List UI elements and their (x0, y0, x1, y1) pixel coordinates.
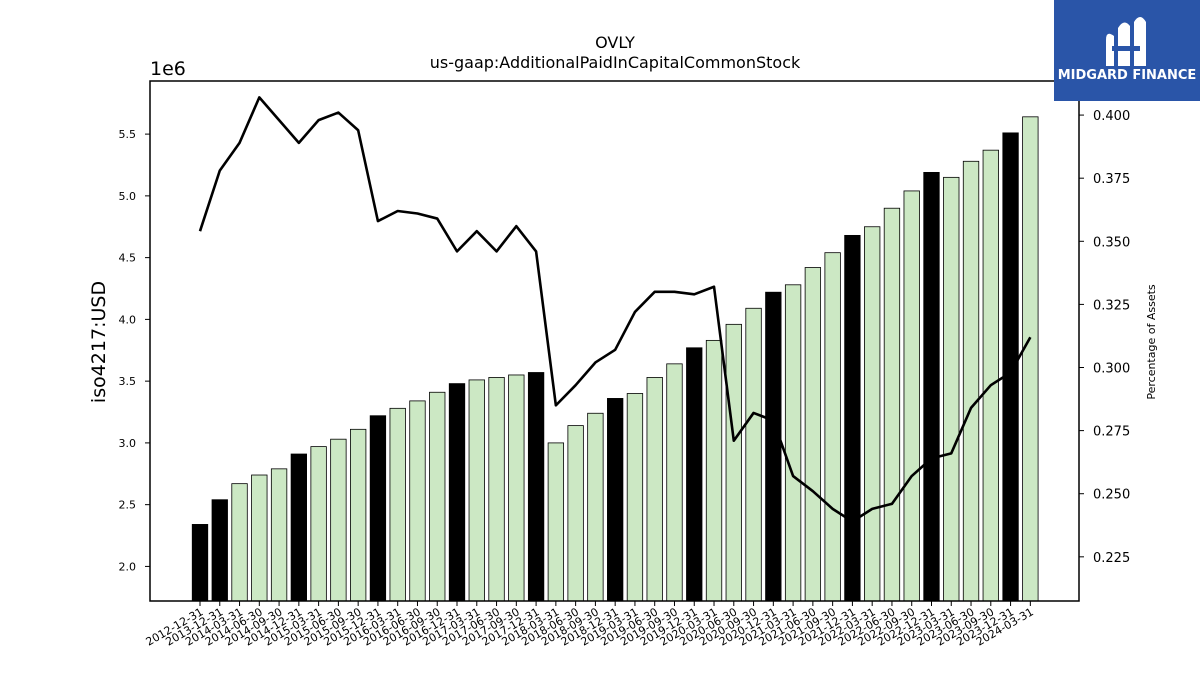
bar (804, 267, 822, 602)
bar (527, 372, 545, 602)
y-offset-label: 1e6 (150, 58, 186, 80)
bar (587, 412, 604, 602)
bar (607, 398, 624, 602)
bar (844, 234, 861, 602)
bar-series (191, 116, 1039, 602)
bar (646, 377, 663, 602)
bar (784, 284, 802, 602)
bar (745, 307, 762, 602)
chart-subtitle: us-gaap:AdditionalPaidInCapitalCommonSto… (430, 53, 801, 72)
bar (350, 428, 367, 602)
bar (1022, 116, 1039, 602)
y2-tick-label: 0.300 (1093, 362, 1130, 377)
brand-logo: MIDGARD FINANCE (1054, 0, 1200, 101)
bar (251, 474, 268, 602)
plot-frame (149, 80, 1080, 602)
bar (824, 252, 841, 602)
chart-title: OVLY (595, 33, 635, 52)
y2-axis-label: Percentage of Assets (1145, 284, 1158, 400)
y2-tick-label: 0.225 (1093, 551, 1130, 566)
y-tick-label: 4.5 (119, 252, 137, 265)
y-tick-label: 3.0 (119, 437, 137, 450)
bar (191, 524, 209, 602)
bar (962, 160, 980, 602)
bar (290, 453, 308, 602)
bar (725, 323, 742, 602)
y2-tick-label: 0.250 (1093, 488, 1130, 503)
y-axis-label: iso4217:USD (88, 281, 110, 403)
brand-name: MIDGARD FINANCE (1057, 68, 1197, 83)
bar (943, 176, 960, 602)
y-tick-label: 2.0 (119, 560, 137, 573)
bar (448, 383, 466, 602)
bar (567, 425, 584, 602)
y2-tick-label: 0.325 (1093, 298, 1130, 313)
bar (686, 347, 703, 602)
bar (666, 363, 683, 602)
bar (330, 438, 347, 602)
bar (270, 468, 288, 602)
bar (864, 226, 881, 602)
bar (883, 207, 901, 602)
bar (765, 291, 782, 602)
y2-tick-label: 0.275 (1093, 425, 1130, 440)
y-tick-label: 4.0 (119, 313, 137, 326)
percent-assets-line (198, 96, 1032, 523)
y2-tick-label: 0.350 (1093, 235, 1130, 250)
bar (1002, 132, 1019, 602)
bar (389, 407, 406, 602)
bar (231, 483, 248, 602)
bar (211, 499, 228, 602)
bar (705, 339, 723, 602)
bar (468, 379, 485, 602)
bar (369, 415, 387, 602)
bar (982, 149, 999, 602)
bar (923, 171, 940, 602)
bar (903, 190, 920, 602)
y-tick-label: 3.5 (119, 375, 137, 388)
bar (488, 377, 505, 602)
logo-mark-icon (1106, 17, 1146, 67)
bar (547, 442, 565, 602)
bar (429, 391, 446, 602)
y2-tick-label: 0.400 (1093, 109, 1130, 124)
bar (310, 446, 327, 602)
y-tick-label: 5.5 (119, 128, 137, 141)
axes: 2.0 2.5 3.0 3.5 4.0 4.5 5.0 5.5 0.225 0.250 0.275 0… (119, 109, 1131, 648)
y-tick-label: 2.5 (119, 499, 137, 512)
bar (626, 393, 644, 602)
bar (409, 400, 426, 602)
y-tick-label: 5.0 (119, 190, 137, 203)
bar (508, 374, 525, 602)
y2-tick-label: 0.375 (1093, 172, 1130, 187)
